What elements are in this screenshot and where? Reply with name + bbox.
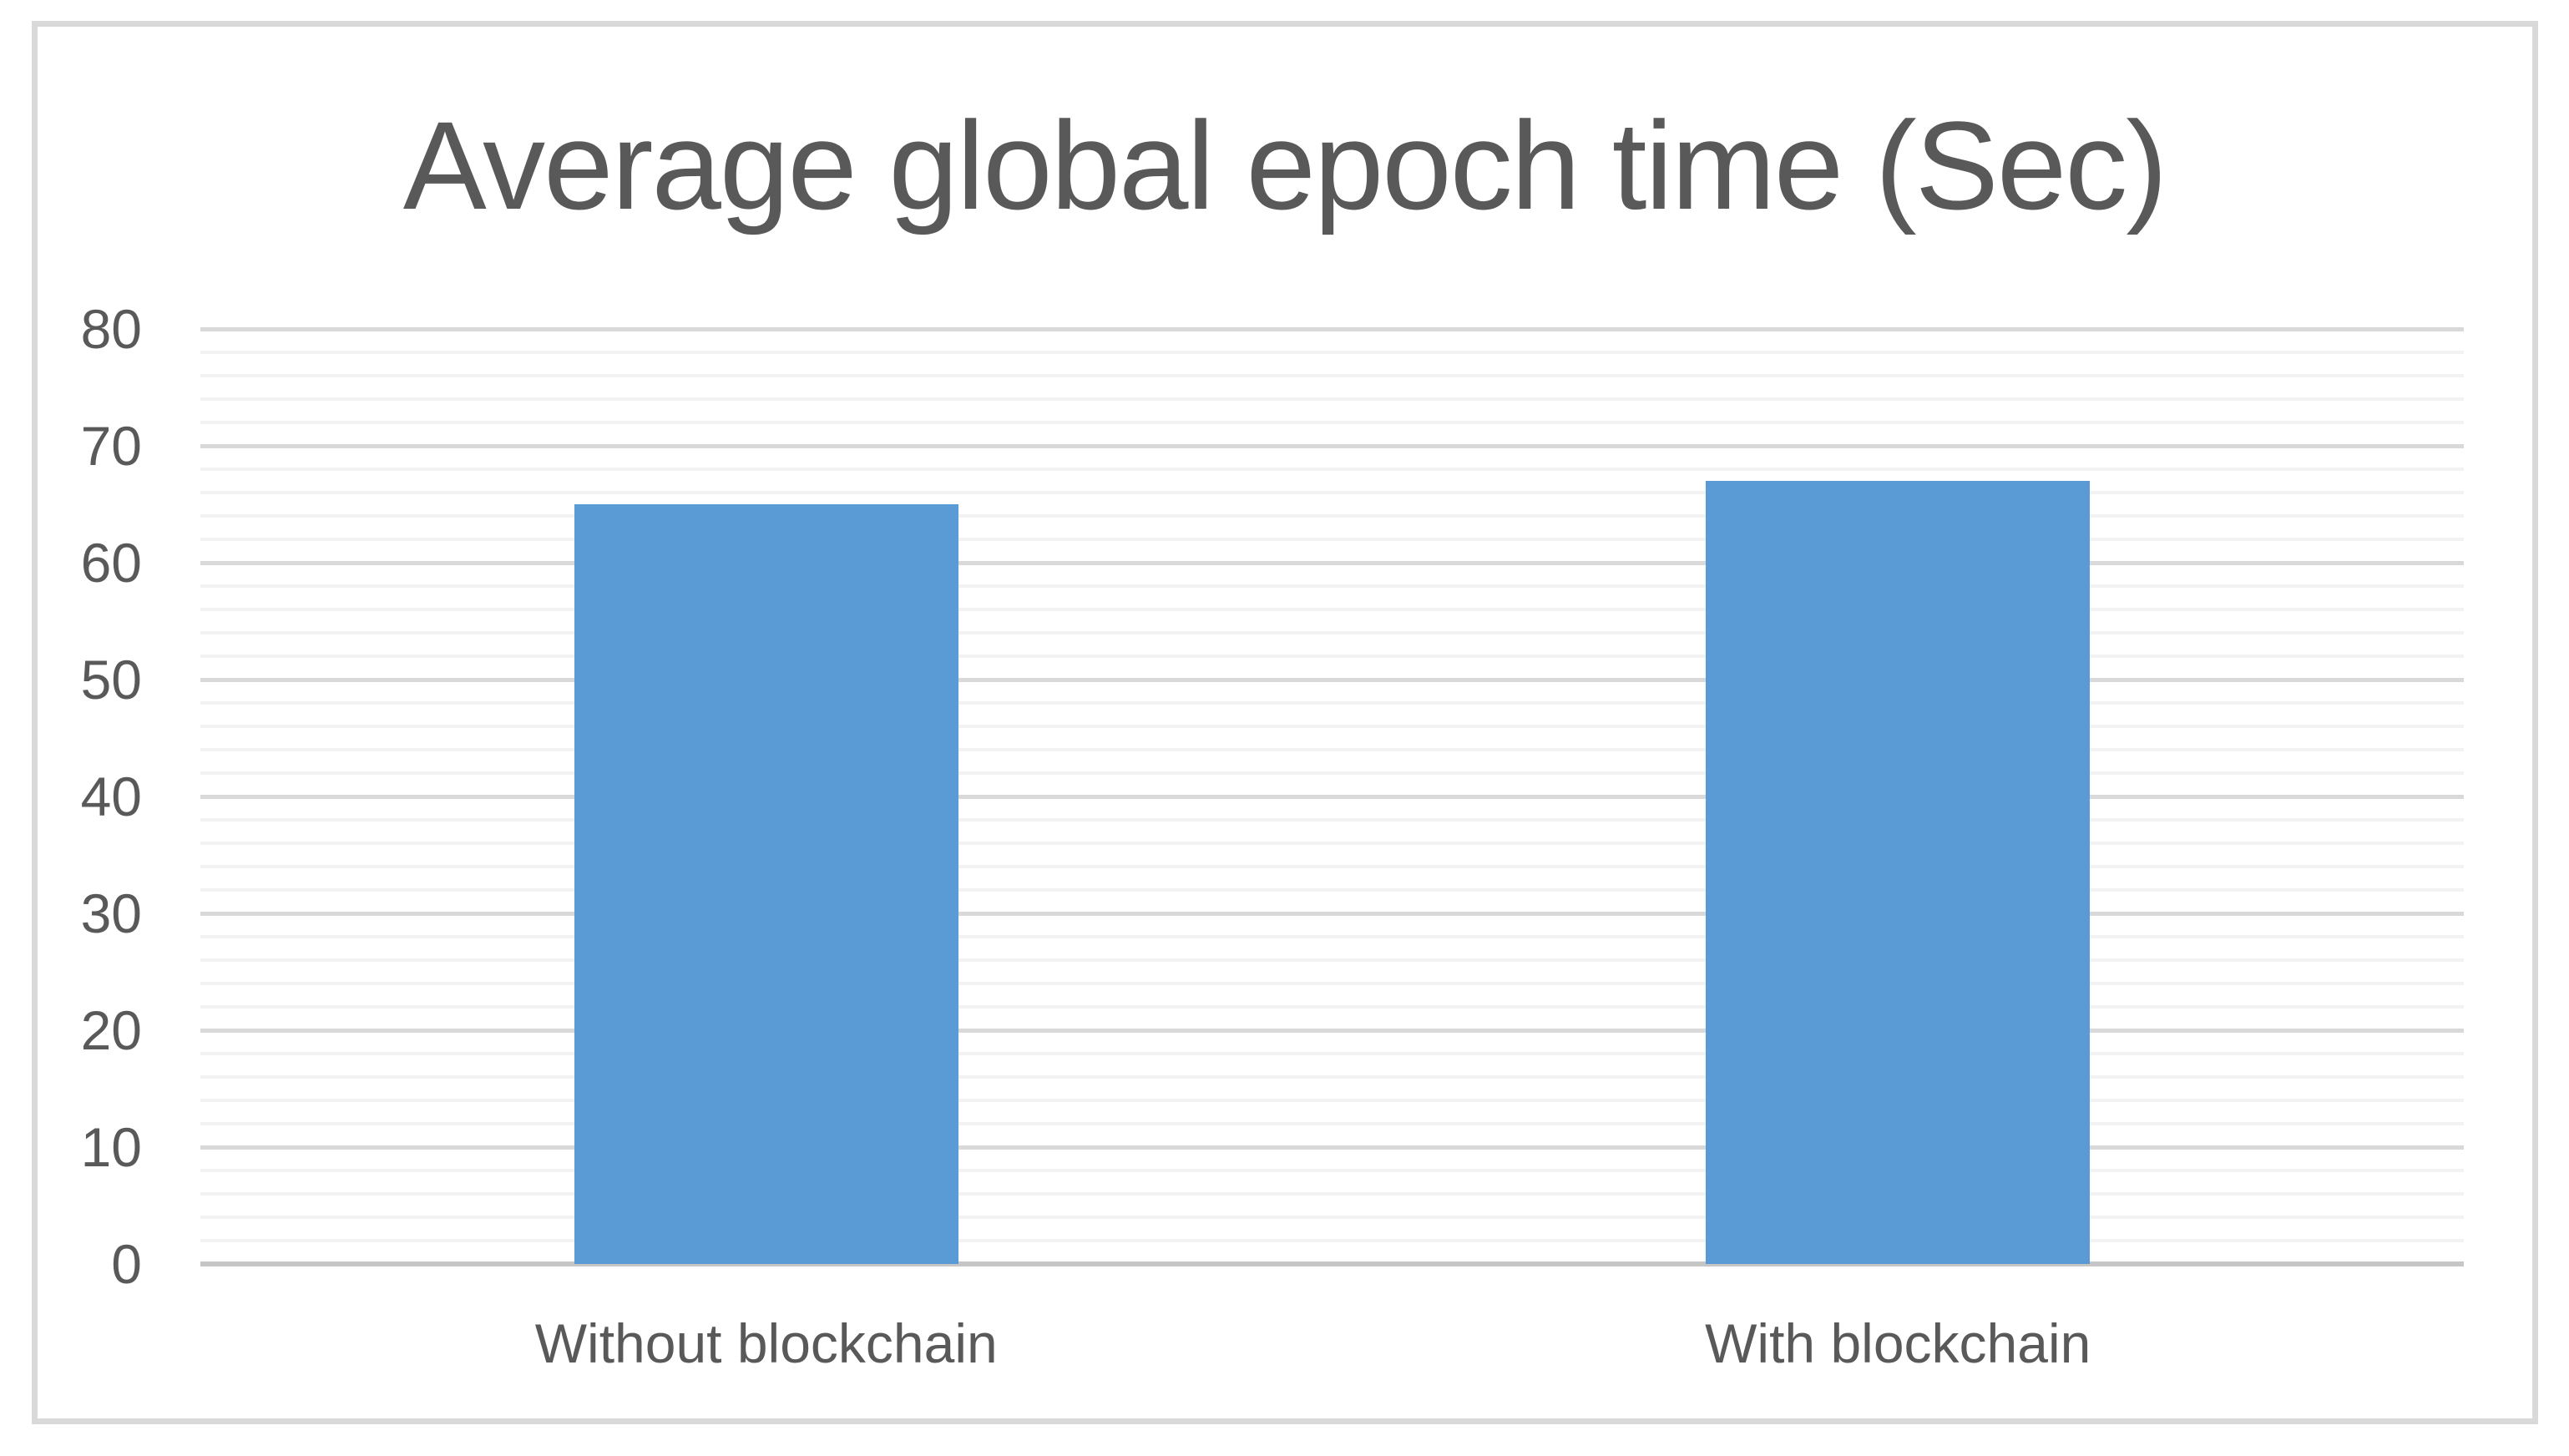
y-gridline-minor: [200, 351, 2464, 354]
y-gridline-minor: [200, 584, 2464, 588]
y-gridline-minor: [200, 374, 2464, 377]
y-gridline-minor: [200, 748, 2464, 751]
y-gridline-minor: [200, 771, 2464, 775]
y-gridline-minor: [200, 701, 2464, 705]
y-gridline-major: [200, 443, 2464, 448]
x-category-label: With blockchain: [1705, 1312, 2091, 1374]
x-category-label: Without blockchain: [534, 1312, 998, 1374]
y-gridline-major: [200, 326, 2464, 331]
x-axis-line: [200, 1261, 2464, 1266]
y-gridline-minor: [200, 842, 2464, 845]
y-gridline-minor: [200, 491, 2464, 494]
y-tick-label: 20: [80, 999, 142, 1061]
y-gridline-minor: [200, 958, 2464, 962]
y-tick-label: 10: [80, 1116, 142, 1178]
y-tick-label: 30: [80, 882, 142, 944]
y-tick-label: 40: [80, 766, 142, 827]
y-gridline-minor: [200, 631, 2464, 634]
y-gridline-minor: [200, 468, 2464, 471]
y-gridline-minor: [200, 1122, 2464, 1125]
chart-outer-border: [32, 21, 2538, 1424]
y-gridline-minor: [200, 865, 2464, 868]
y-gridline-minor: [200, 1239, 2464, 1242]
y-gridline-minor: [200, 818, 2464, 822]
y-gridline-minor: [200, 538, 2464, 541]
y-tick-label: 60: [80, 532, 142, 594]
y-gridline-minor: [200, 1216, 2464, 1219]
y-gridline-minor: [200, 514, 2464, 518]
y-gridline-minor: [200, 725, 2464, 728]
y-gridline-major: [200, 560, 2464, 565]
y-gridline-minor: [200, 1169, 2464, 1172]
y-gridline-major: [200, 1145, 2464, 1150]
y-gridline-minor: [200, 421, 2464, 424]
y-gridline-major: [200, 911, 2464, 916]
y-gridline-minor: [200, 1005, 2464, 1009]
y-tick-label: 80: [80, 298, 142, 360]
y-gridline-minor: [200, 608, 2464, 611]
y-gridline-major: [200, 794, 2464, 799]
y-tick-label: 70: [80, 415, 142, 477]
y-gridline-minor: [200, 1052, 2464, 1055]
y-gridline-minor: [200, 1075, 2464, 1079]
chart-title: Average global epoch time (Sec): [402, 95, 2167, 235]
y-gridline-minor: [200, 397, 2464, 401]
y-gridline-minor: [200, 655, 2464, 658]
bar-with-blockchain: [1706, 481, 2091, 1264]
bar-without-blockchain: [574, 504, 958, 1264]
y-gridline-minor: [200, 1099, 2464, 1102]
y-gridline-minor: [200, 1192, 2464, 1196]
y-gridline-minor: [200, 935, 2464, 938]
y-gridline-minor: [200, 982, 2464, 985]
y-tick-label: 0: [111, 1233, 142, 1295]
y-gridline-major: [200, 1028, 2464, 1033]
y-tick-label: 50: [80, 649, 142, 710]
y-gridline-major: [200, 677, 2464, 682]
y-gridline-minor: [200, 888, 2464, 892]
